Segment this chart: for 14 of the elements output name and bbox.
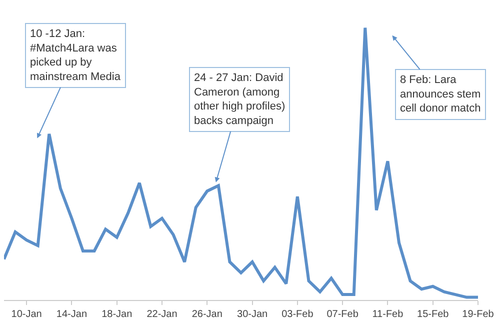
x-tick-label: 10-Jan [11,309,42,320]
x-tick-label: 22-Jan [146,309,178,320]
x-tick-label: 11-Feb [372,309,404,320]
x-tick-label: 30-Jan [237,309,268,320]
x-tick-label: 03-Feb [282,309,314,320]
annotation: 8 Feb: Lara announces stem cell donor match [400,74,481,115]
annotation: 10 -12 Jan: #Match4Lara was picked up by mainstream Media [30,28,122,83]
x-tick-label: 19-Feb [462,309,494,320]
x-tick-label: 26-Jan [192,309,222,320]
x-tick-label: 07-Feb [326,309,359,320]
x-tick-label: 14-Jan [56,309,87,320]
x-tick-label: 15-Feb [417,309,450,320]
x-tick-label: 18-Jan [102,309,132,320]
annotation: 24 - 27 Jan: David Cameron (among other high profiles) backs campaign [194,72,286,127]
